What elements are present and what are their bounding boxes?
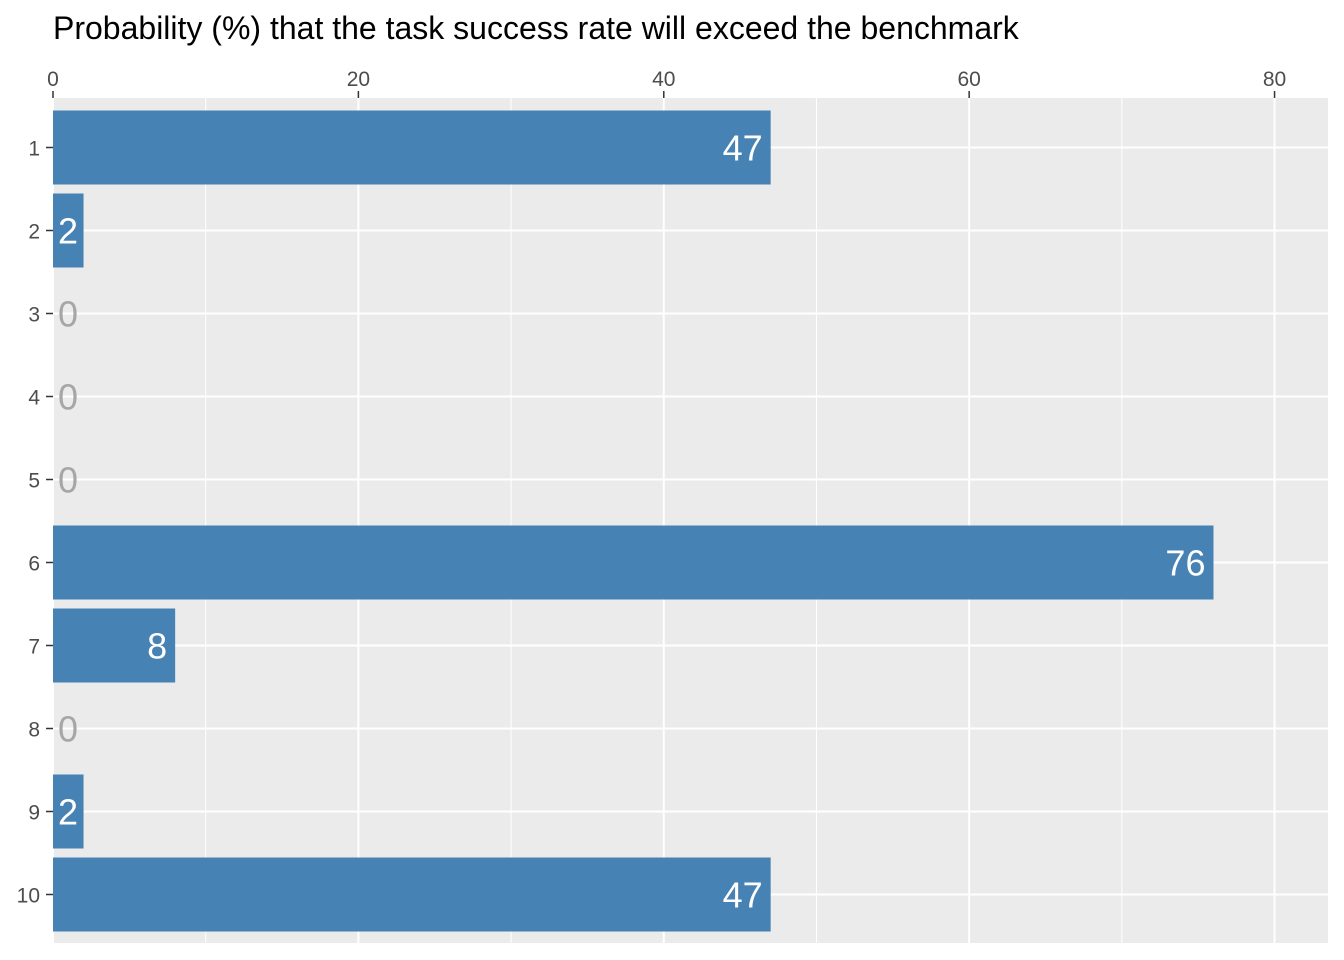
bar-value-label: 47 bbox=[723, 128, 763, 169]
bar-value-label: 2 bbox=[58, 211, 78, 252]
x-tick-label: 80 bbox=[1263, 68, 1286, 91]
bar-value-label: 0 bbox=[58, 460, 78, 501]
y-tick-label: 2 bbox=[28, 221, 40, 244]
bar-value-label: 0 bbox=[58, 294, 78, 335]
bar-value-label: 76 bbox=[1165, 543, 1205, 584]
y-tick-label: 3 bbox=[28, 304, 40, 327]
plot-panel bbox=[53, 98, 1328, 943]
y-tick-label: 7 bbox=[28, 636, 40, 659]
x-tick-label: 40 bbox=[652, 68, 675, 91]
bar-value-label: 8 bbox=[147, 626, 167, 667]
bar-value-label: 0 bbox=[58, 709, 78, 750]
y-tick-label: 9 bbox=[28, 802, 40, 825]
y-tick-label: 8 bbox=[28, 719, 40, 742]
bar bbox=[53, 193, 84, 268]
bar bbox=[53, 774, 84, 849]
bar-value-label: 2 bbox=[58, 792, 78, 833]
y-tick-label: 5 bbox=[28, 470, 40, 493]
y-tick-label: 6 bbox=[28, 553, 40, 576]
bar bbox=[53, 857, 771, 932]
bar-value-label: 0 bbox=[58, 377, 78, 418]
bar bbox=[53, 525, 1214, 600]
chart-title: Probability (%) that the task success ra… bbox=[53, 10, 1019, 46]
x-tick-label: 0 bbox=[47, 68, 59, 91]
x-tick-label: 60 bbox=[957, 68, 980, 91]
bar bbox=[53, 110, 771, 185]
y-tick-label: 4 bbox=[28, 387, 40, 410]
bar bbox=[53, 608, 176, 683]
y-tick-label: 1 bbox=[28, 138, 40, 161]
x-tick-label: 20 bbox=[347, 68, 370, 91]
bar-value-label: 47 bbox=[723, 875, 763, 916]
y-tick-label: 10 bbox=[17, 885, 40, 908]
